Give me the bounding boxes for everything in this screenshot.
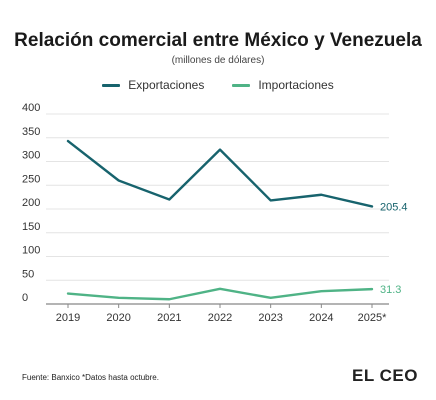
legend-item-importaciones: Importaciones	[232, 78, 334, 92]
x-tick-label: 2025*	[358, 312, 387, 324]
x-tick-label: 2024	[309, 312, 333, 324]
legend-label-importaciones: Importaciones	[258, 78, 334, 92]
x-tick-label: 2022	[208, 312, 232, 324]
x-tick-label: 2021	[157, 312, 181, 324]
end-value-label-exportaciones: 205.4	[380, 201, 408, 213]
x-tick-label: 2020	[106, 312, 130, 324]
legend-swatch-exportaciones	[102, 83, 121, 87]
y-tick-label: 300	[22, 150, 40, 162]
legend-swatch-importaciones	[232, 83, 251, 87]
end-value-label-importaciones: 31.3	[380, 284, 401, 296]
y-tick-label: 150	[22, 221, 40, 233]
legend-item-exportaciones: Exportaciones	[102, 78, 204, 92]
source-note: Fuente: Banxico *Datos hasta octubre.	[22, 373, 159, 382]
series-line-importaciones	[66, 287, 374, 301]
chart-subtitle: (millones de dólares)	[171, 55, 265, 66]
x-tick-label: 2019	[56, 312, 80, 324]
chart-title: Relación comercial entre México y Venezu…	[14, 30, 422, 51]
y-tick-label: 100	[22, 245, 40, 257]
y-tick-label: 50	[22, 268, 34, 280]
legend: Exportaciones Importaciones	[0, 78, 436, 92]
y-tick-label: 0	[22, 292, 28, 304]
brand-logo: EL CEO	[352, 366, 418, 385]
y-tick-label: 200	[22, 197, 40, 209]
y-tick-label: 250	[22, 173, 40, 185]
y-tick-label: 350	[22, 126, 40, 138]
series-line-exportaciones	[66, 139, 374, 208]
legend-label-exportaciones: Exportaciones	[128, 78, 205, 92]
y-tick-label: 400	[22, 102, 40, 114]
x-tick-label: 2023	[258, 312, 282, 324]
